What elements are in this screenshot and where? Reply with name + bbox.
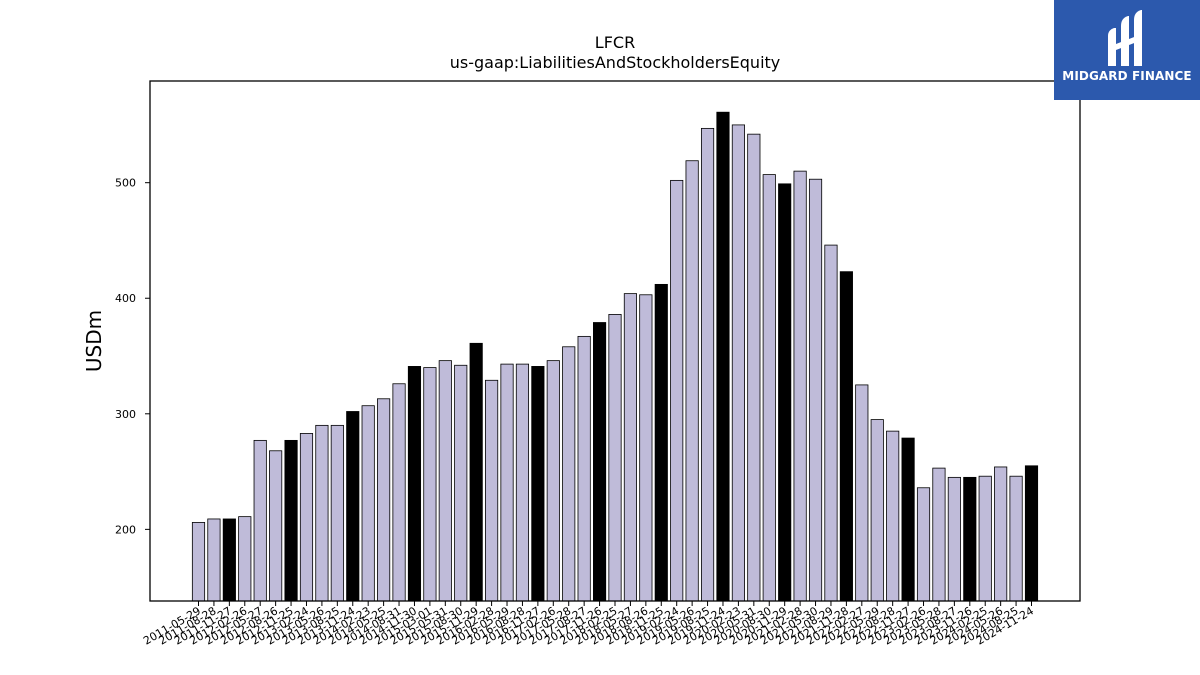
bar-2019-02-24: [670, 179, 684, 602]
y-axis-label: USDm: [82, 310, 106, 372]
bar-2014-08-31: [392, 383, 406, 602]
bars: [191, 111, 1039, 602]
bar-2022-11-27: [901, 437, 915, 602]
bar-2024-05-26: [994, 466, 1008, 602]
bar-2022-08-28: [886, 430, 900, 602]
bar-2011-05-29: [191, 522, 206, 602]
bar-2020-05-31: [747, 133, 761, 602]
bar-2015-03-01: [423, 367, 437, 602]
bar-2022-02-27: [855, 384, 869, 602]
bar-2018-11-25: [654, 283, 668, 602]
bar-2016-02-28: [485, 379, 499, 602]
bar-2023-02-26: [916, 487, 931, 602]
bar-2013-02-24: [299, 433, 314, 602]
bar-2024-11-24: [1024, 465, 1039, 602]
bar-2017-11-26: [593, 322, 607, 602]
y-tick-label: 200: [115, 523, 136, 536]
x-ticks: 2011-05-292011-08-282011-11-272012-02-26…: [141, 601, 1036, 648]
brand-logo: MIDGARD FINANCE: [1054, 0, 1200, 100]
bar-2012-02-26: [238, 516, 252, 602]
bar-2023-05-28: [932, 467, 946, 602]
bar-2020-11-29: [778, 183, 792, 602]
brand-name: MIDGARD FINANCE: [1062, 69, 1192, 83]
bar-2017-05-28: [562, 346, 576, 602]
y-tick-label: 400: [115, 292, 136, 305]
chart-subtitle: us-gaap:LiabilitiesAndStockholdersEquity: [450, 53, 781, 72]
bar-2013-11-24: [346, 411, 360, 602]
bar-2017-02-26: [546, 360, 560, 602]
plot-frame: [149, 80, 1081, 602]
bar-2019-11-24: [716, 111, 730, 602]
bar-2020-02-23: [731, 124, 745, 602]
bar-2013-05-26: [315, 424, 329, 602]
bar-2021-11-28: [839, 271, 853, 602]
bar-2012-05-27: [253, 439, 267, 602]
bar-2016-08-28: [515, 363, 530, 602]
bar-2023-08-27: [947, 476, 961, 602]
bar-2021-05-30: [808, 178, 823, 602]
bar-2019-08-25: [700, 127, 715, 602]
bar-2021-02-28: [793, 170, 807, 602]
bar-2014-02-23: [361, 405, 375, 602]
bar-2014-05-25: [377, 398, 391, 602]
bar-2023-11-26: [963, 476, 977, 602]
bar-2014-11-30: [407, 366, 422, 602]
bar-2024-08-25: [1009, 475, 1023, 602]
bar-2011-08-28: [207, 518, 221, 602]
bar-2015-11-29: [469, 342, 483, 602]
bar-2012-11-25: [284, 439, 298, 602]
bar-2015-05-31: [438, 360, 452, 602]
bar-2012-08-26: [269, 450, 283, 602]
bar-2021-08-29: [824, 244, 838, 602]
y-tick-label: 500: [115, 177, 136, 190]
bar-2016-05-29: [500, 363, 514, 602]
bar-2018-05-27: [623, 293, 638, 602]
bar-2022-05-29: [870, 419, 884, 602]
bar-2017-08-27: [577, 335, 591, 602]
bar-2024-02-25: [978, 475, 992, 602]
bar-2016-11-27: [531, 366, 545, 602]
bar-2018-08-26: [639, 294, 653, 602]
bar-2011-11-27: [222, 518, 236, 602]
y-ticks: 200 300 400 500: [115, 177, 150, 536]
chart-title: LFCR: [595, 33, 635, 52]
bar-2020-08-30: [762, 174, 776, 602]
midgard-logo-icon: [1108, 10, 1142, 66]
bar-2018-02-25: [608, 314, 622, 602]
bar-2019-05-26: [685, 160, 699, 602]
bar-2015-08-30: [454, 364, 468, 602]
y-tick-label: 300: [115, 408, 136, 421]
bar-2013-08-25: [330, 424, 344, 602]
